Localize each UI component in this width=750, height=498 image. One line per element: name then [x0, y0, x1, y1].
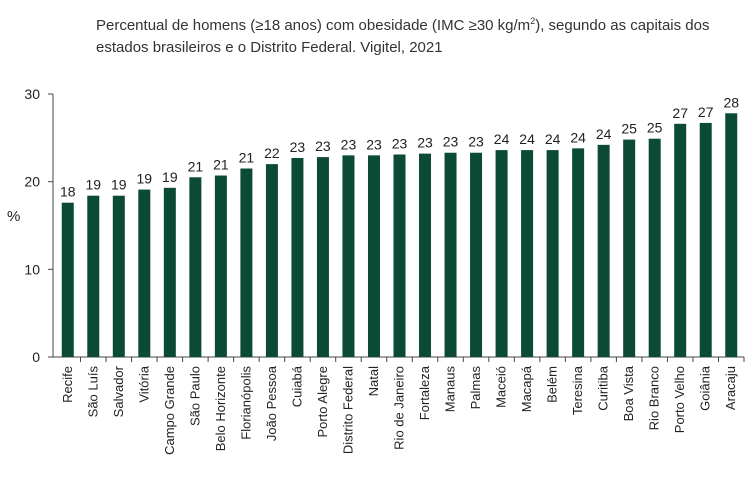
data-label: 24 [494, 131, 510, 147]
y-tick-label: 0 [32, 349, 40, 365]
category-label: Palmas [468, 366, 483, 410]
category-label: Curitiba [596, 365, 611, 411]
category-label: Macapá [519, 365, 534, 412]
bar [725, 113, 738, 357]
title-line1-suffix: ), segundo as capitais dos [535, 17, 710, 34]
category-label: Porto Velho [672, 366, 687, 433]
data-label: 25 [647, 120, 663, 136]
category-label: Natal [366, 366, 381, 396]
bar [189, 177, 202, 357]
bar [240, 168, 253, 357]
bar [342, 155, 355, 357]
category-label: Manaus [443, 366, 458, 413]
data-label: 23 [392, 135, 408, 151]
title-superscript: 2 [530, 16, 536, 26]
category-label: Belo Horizonte [213, 366, 228, 451]
category-label: Aracaju [723, 366, 738, 410]
category-label: Goiânia [698, 365, 713, 411]
data-label: 23 [443, 134, 459, 150]
data-label: 18 [60, 184, 76, 200]
bar [470, 152, 483, 357]
bar [495, 150, 508, 357]
bar [61, 202, 74, 357]
chart-title: Percentual de homens (≥18 anos) com obes… [96, 10, 746, 59]
category-label: São Luís [85, 366, 100, 418]
bar [316, 157, 329, 357]
data-label: 19 [137, 171, 153, 187]
category-label: São Paulo [187, 366, 202, 426]
category-label: Cuiabá [289, 365, 304, 407]
category-label: Maceió [494, 366, 509, 408]
data-label: 23 [315, 138, 331, 154]
bar [265, 164, 278, 357]
bar [367, 155, 380, 357]
data-label: 19 [162, 169, 178, 185]
data-label: 19 [111, 177, 127, 193]
bar [112, 195, 125, 357]
data-label: 23 [417, 135, 433, 151]
category-label: Campo Grande [162, 366, 177, 455]
category-label: Recife [60, 366, 75, 403]
category-label: Teresina [570, 365, 585, 415]
y-tick-label: 10 [24, 261, 40, 277]
bar [597, 144, 610, 357]
bar [546, 150, 559, 357]
category-label: Fortaleza [417, 365, 432, 420]
data-label: 27 [672, 105, 688, 121]
bar [163, 187, 176, 357]
category-label: Porto Alegre [315, 366, 330, 438]
data-label: 23 [366, 136, 382, 152]
y-tick-label: 30 [24, 86, 40, 102]
data-label: 24 [545, 131, 561, 147]
bar [699, 122, 712, 358]
title-line2: estados brasileiros e o Distrito Federal… [96, 39, 443, 56]
category-label: João Pessoa [264, 365, 279, 441]
bar [138, 189, 151, 357]
category-label: Distrito Federal [340, 366, 355, 454]
bar [87, 195, 100, 357]
category-label: Rio Branco [647, 366, 662, 430]
bar [674, 123, 687, 357]
data-label: 21 [188, 158, 204, 174]
bar [214, 175, 227, 357]
bar [444, 152, 457, 357]
data-label: 22 [264, 145, 280, 161]
data-label: 23 [341, 136, 357, 152]
title-line1-prefix: Percentual de homens (≥18 anos) com obes… [96, 17, 531, 34]
data-label: 21 [213, 157, 229, 173]
y-tick-label: 20 [24, 174, 40, 190]
category-label: Rio de Janeiro [392, 366, 407, 450]
bar [521, 150, 534, 357]
bar [393, 154, 406, 357]
data-label: 24 [570, 129, 586, 145]
data-label: 28 [723, 94, 739, 110]
data-label: 19 [85, 177, 101, 193]
data-label: 24 [519, 131, 535, 147]
category-label: Vitória [136, 365, 151, 402]
data-label: 27 [698, 104, 714, 120]
data-label: 23 [290, 139, 306, 155]
bar [572, 148, 585, 357]
y-axis-label: % [7, 208, 21, 225]
bar [419, 153, 432, 357]
category-label: Salvador [111, 365, 126, 417]
category-label: Boa Vista [621, 365, 636, 421]
bar [623, 139, 636, 357]
data-label: 25 [621, 121, 637, 137]
data-label: 23 [468, 134, 484, 150]
category-label: Belém [545, 366, 560, 403]
bar [648, 138, 661, 357]
bar [291, 157, 304, 357]
data-label: 21 [239, 150, 255, 166]
category-label: Florianópolis [238, 366, 253, 440]
data-label: 24 [596, 126, 612, 142]
